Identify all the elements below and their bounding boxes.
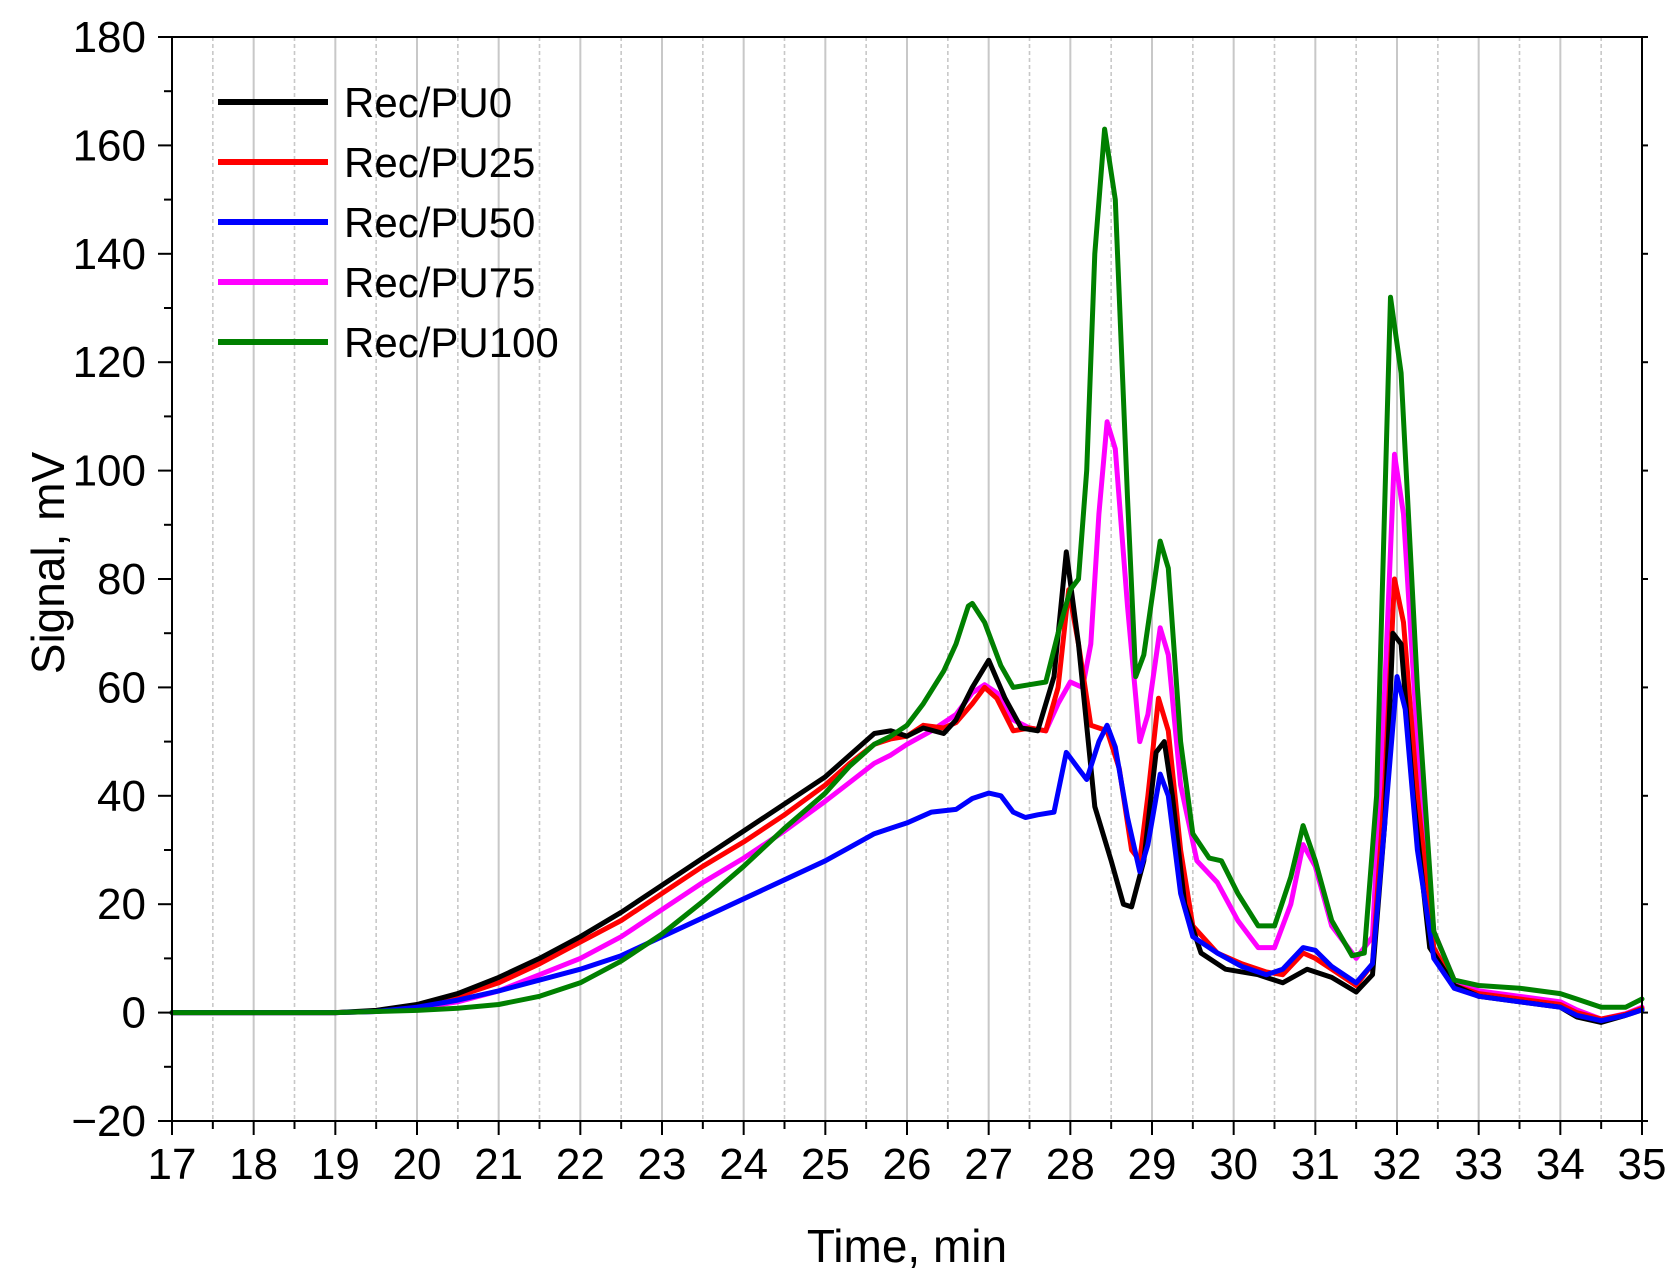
x-tick-label: 22	[556, 1140, 605, 1189]
y-axis-title: Signal, mV	[22, 451, 74, 674]
x-tick-label: 33	[1454, 1140, 1503, 1189]
y-tick-label: −20	[71, 1097, 146, 1146]
y-tick-label: 120	[73, 338, 146, 387]
legend-label: Rec/PU0	[344, 79, 512, 126]
x-tick-label: 24	[719, 1140, 768, 1189]
x-tick-label: 32	[1373, 1140, 1422, 1189]
series-line-rec-pu50	[169, 674, 1645, 1024]
y-tick-label: 80	[97, 555, 146, 604]
y-tick-label: 20	[97, 880, 146, 929]
y-tick-label: 160	[73, 121, 146, 170]
y-tick-label: 60	[97, 663, 146, 712]
legend-label: Rec/PU50	[344, 199, 535, 246]
series-lines	[169, 126, 1645, 1025]
legend: Rec/PU0 Rec/PU25 Rec/PU50 Rec/PU75 Rec/PU100	[218, 79, 559, 366]
series-line-rec-pu25	[169, 576, 1645, 1022]
axes: 17 18 19 20 21 22 23 24 25 26 27 28 29 30 31 32 33 34 35 −2…	[71, 13, 1666, 1189]
series-line-rec-pu0	[169, 549, 1645, 1025]
legend-label: Rec/PU100	[344, 319, 559, 366]
x-tick-label: 27	[964, 1140, 1013, 1189]
x-tick-label: 21	[474, 1140, 523, 1189]
y-tick-label: 140	[73, 230, 146, 279]
x-tick-label: 28	[1046, 1140, 1095, 1189]
series-line-rec-pu100	[169, 126, 1645, 1016]
x-tick-label: 31	[1291, 1140, 1340, 1189]
y-tick-label: 100	[73, 447, 146, 496]
x-tick-label: 18	[229, 1140, 278, 1189]
x-tick-label: 29	[1128, 1140, 1177, 1189]
y-tick-label: 40	[97, 772, 146, 821]
x-tick-label: 23	[638, 1140, 687, 1189]
x-tick-label: 17	[148, 1140, 197, 1189]
legend-label: Rec/PU25	[344, 139, 535, 186]
x-tick-label: 20	[393, 1140, 442, 1189]
x-tick-label: 19	[311, 1140, 360, 1189]
series-line-rec-pu75	[169, 419, 1645, 1022]
x-tick-label: 25	[801, 1140, 850, 1189]
x-tick-label: 35	[1618, 1140, 1667, 1189]
y-tick-label: 180	[73, 13, 146, 62]
legend-label: Rec/PU75	[344, 259, 535, 306]
x-tick-label: 30	[1209, 1140, 1258, 1189]
x-tick-label: 34	[1536, 1140, 1585, 1189]
x-axis-title: Time, min	[807, 1220, 1007, 1272]
y-tick-label: 0	[122, 989, 146, 1038]
x-tick-label: 26	[883, 1140, 932, 1189]
